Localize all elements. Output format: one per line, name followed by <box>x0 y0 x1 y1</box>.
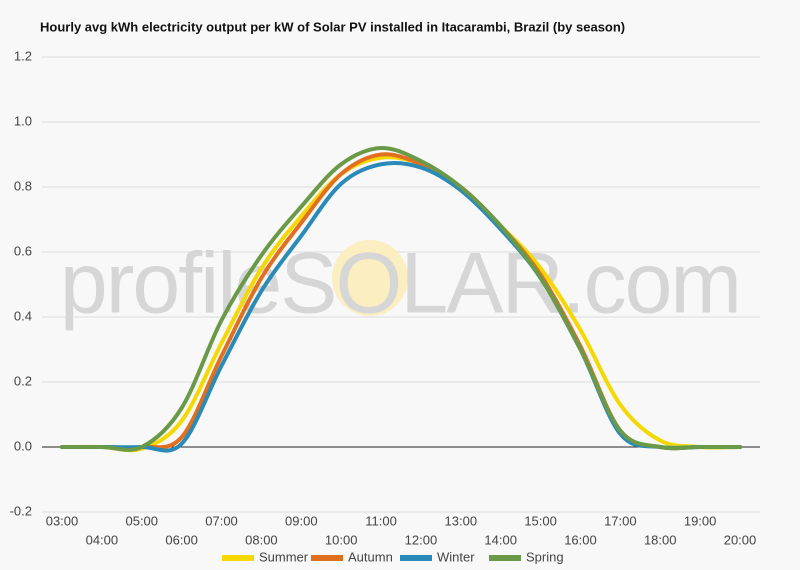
x-tick-label: 07:00 <box>205 513 238 528</box>
x-tick-label: 17:00 <box>604 513 637 528</box>
x-tick-label: 16:00 <box>564 532 597 547</box>
x-tick-label: 12:00 <box>405 532 438 547</box>
x-tick-label: 14:00 <box>484 532 517 547</box>
x-tick-label: 15:00 <box>524 513 557 528</box>
x-tick-label: 10:00 <box>325 532 358 547</box>
legend-swatch <box>311 555 343 561</box>
legend-swatch <box>489 555 521 561</box>
x-tick-label: 04:00 <box>86 532 119 547</box>
series-line <box>60 160 742 453</box>
chart-title: Hourly avg kWh electricity output per kW… <box>40 19 625 34</box>
series-line <box>60 145 742 452</box>
y-tick-label: -0.2 <box>10 503 32 518</box>
legend-label: Autumn <box>348 549 393 564</box>
legend-label: Spring <box>526 549 564 564</box>
y-tick-label: 0.6 <box>14 243 32 258</box>
y-tick-label: 1.0 <box>14 113 32 128</box>
x-tick-label: 08:00 <box>245 532 278 547</box>
y-tick-label: 1.2 <box>14 48 32 63</box>
x-tick-label: 09:00 <box>285 513 318 528</box>
watermark: profileSOLAR.com <box>60 236 740 332</box>
x-tick-label: 19:00 <box>684 513 717 528</box>
x-tick-label: 03:00 <box>46 513 79 528</box>
x-tick-label: 05:00 <box>125 513 158 528</box>
x-tick-label: 11:00 <box>365 513 397 528</box>
y-tick-label: 0.4 <box>14 308 32 323</box>
y-tick-label: 0.2 <box>14 373 32 388</box>
legend-swatch <box>222 555 254 561</box>
legend-swatch <box>400 555 432 561</box>
legend-label: Summer <box>259 549 309 564</box>
x-tick-label: 18:00 <box>644 532 677 547</box>
watermark-sun <box>332 240 408 316</box>
y-tick-label: 0.8 <box>14 178 32 193</box>
x-tick-label: 13:00 <box>445 513 478 528</box>
y-tick-label: 0.0 <box>14 438 32 453</box>
series-line <box>60 155 742 453</box>
x-tick-label: 06:00 <box>165 532 198 547</box>
legend-label: Winter <box>437 549 475 564</box>
x-tick-label: 20:00 <box>724 532 757 547</box>
